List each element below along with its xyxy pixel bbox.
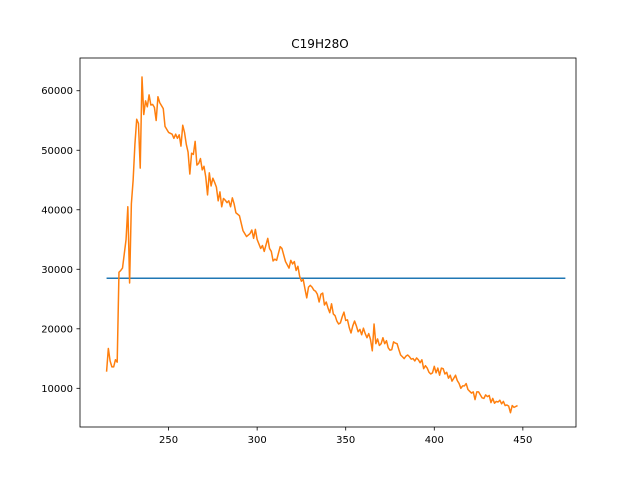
series-line-2	[105, 76, 518, 414]
x-tick-label: 250	[159, 435, 178, 446]
y-tick-label: 30000	[41, 265, 73, 276]
axes-frame	[79, 57, 577, 428]
plot-area	[80, 58, 576, 427]
x-tick-label: 300	[248, 435, 267, 446]
x-tick-label: 450	[513, 435, 532, 446]
x-tick-label: 400	[425, 435, 444, 446]
y-tick-label: 10000	[41, 384, 73, 395]
plot-background	[80, 58, 576, 427]
axes: 250 300 350 400 450 10000 20000 30000 40000 50000…	[41, 57, 577, 446]
y-tick-label: 40000	[41, 205, 73, 216]
x-tick-label: 350	[336, 435, 355, 446]
y-tick-label: 60000	[41, 86, 73, 97]
chart-title: C19H28O	[291, 37, 348, 51]
y-tick-label: 50000	[41, 146, 73, 157]
y-tick-label: 20000	[41, 324, 73, 335]
